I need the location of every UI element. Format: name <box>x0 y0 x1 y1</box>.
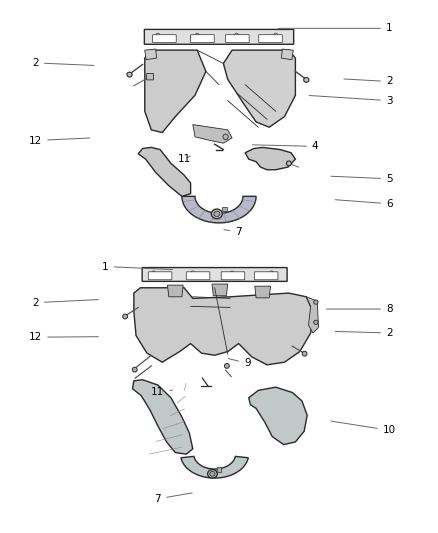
Polygon shape <box>245 148 295 169</box>
Text: 2: 2 <box>336 328 392 338</box>
Ellipse shape <box>235 33 238 36</box>
Ellipse shape <box>152 271 155 274</box>
Polygon shape <box>145 49 156 60</box>
FancyBboxPatch shape <box>186 272 210 280</box>
FancyBboxPatch shape <box>254 272 278 280</box>
Ellipse shape <box>314 300 318 304</box>
Text: 3: 3 <box>309 95 392 106</box>
Polygon shape <box>255 286 271 298</box>
Polygon shape <box>145 50 206 133</box>
Polygon shape <box>282 49 293 60</box>
Text: 1: 1 <box>279 23 392 34</box>
Ellipse shape <box>314 320 318 325</box>
Polygon shape <box>182 196 256 223</box>
FancyBboxPatch shape <box>191 35 214 43</box>
Ellipse shape <box>123 314 127 319</box>
FancyBboxPatch shape <box>152 35 176 43</box>
Text: 7: 7 <box>155 493 192 504</box>
Text: 10: 10 <box>331 421 396 435</box>
Text: 5: 5 <box>331 174 392 184</box>
Text: 1: 1 <box>102 262 173 271</box>
Ellipse shape <box>210 471 215 476</box>
FancyBboxPatch shape <box>147 74 153 80</box>
Polygon shape <box>134 288 313 365</box>
Polygon shape <box>306 297 318 333</box>
Polygon shape <box>193 125 232 143</box>
Text: 11: 11 <box>151 387 173 397</box>
Ellipse shape <box>191 271 194 274</box>
Ellipse shape <box>270 271 273 274</box>
FancyBboxPatch shape <box>221 272 245 280</box>
Ellipse shape <box>195 33 199 36</box>
Text: 2: 2 <box>344 77 392 86</box>
Ellipse shape <box>208 470 217 478</box>
Text: 12: 12 <box>29 332 99 342</box>
Ellipse shape <box>286 161 291 166</box>
FancyBboxPatch shape <box>145 29 293 44</box>
Text: 6: 6 <box>335 199 392 209</box>
Ellipse shape <box>132 367 137 372</box>
FancyBboxPatch shape <box>217 467 221 472</box>
Polygon shape <box>223 50 295 127</box>
Ellipse shape <box>304 77 309 82</box>
Polygon shape <box>133 379 193 454</box>
Polygon shape <box>167 285 183 297</box>
FancyBboxPatch shape <box>142 268 287 281</box>
Polygon shape <box>212 284 228 296</box>
Ellipse shape <box>212 209 222 219</box>
FancyBboxPatch shape <box>226 35 249 43</box>
Text: 2: 2 <box>32 58 94 68</box>
Text: 4: 4 <box>252 141 318 151</box>
Ellipse shape <box>230 271 234 274</box>
Text: 2: 2 <box>32 297 99 308</box>
Text: 7: 7 <box>224 227 242 237</box>
Ellipse shape <box>302 351 307 356</box>
FancyBboxPatch shape <box>223 207 227 211</box>
Text: 12: 12 <box>29 135 90 146</box>
Text: 8: 8 <box>327 304 392 314</box>
Polygon shape <box>138 148 191 196</box>
Text: 9: 9 <box>228 358 251 368</box>
Ellipse shape <box>274 33 278 36</box>
Polygon shape <box>249 387 307 445</box>
Ellipse shape <box>223 134 228 140</box>
FancyBboxPatch shape <box>259 35 283 43</box>
Ellipse shape <box>214 211 220 216</box>
Ellipse shape <box>156 33 159 36</box>
FancyBboxPatch shape <box>148 272 172 280</box>
Polygon shape <box>181 456 248 478</box>
Text: 11: 11 <box>177 154 191 164</box>
Ellipse shape <box>224 364 229 368</box>
Ellipse shape <box>127 72 132 77</box>
